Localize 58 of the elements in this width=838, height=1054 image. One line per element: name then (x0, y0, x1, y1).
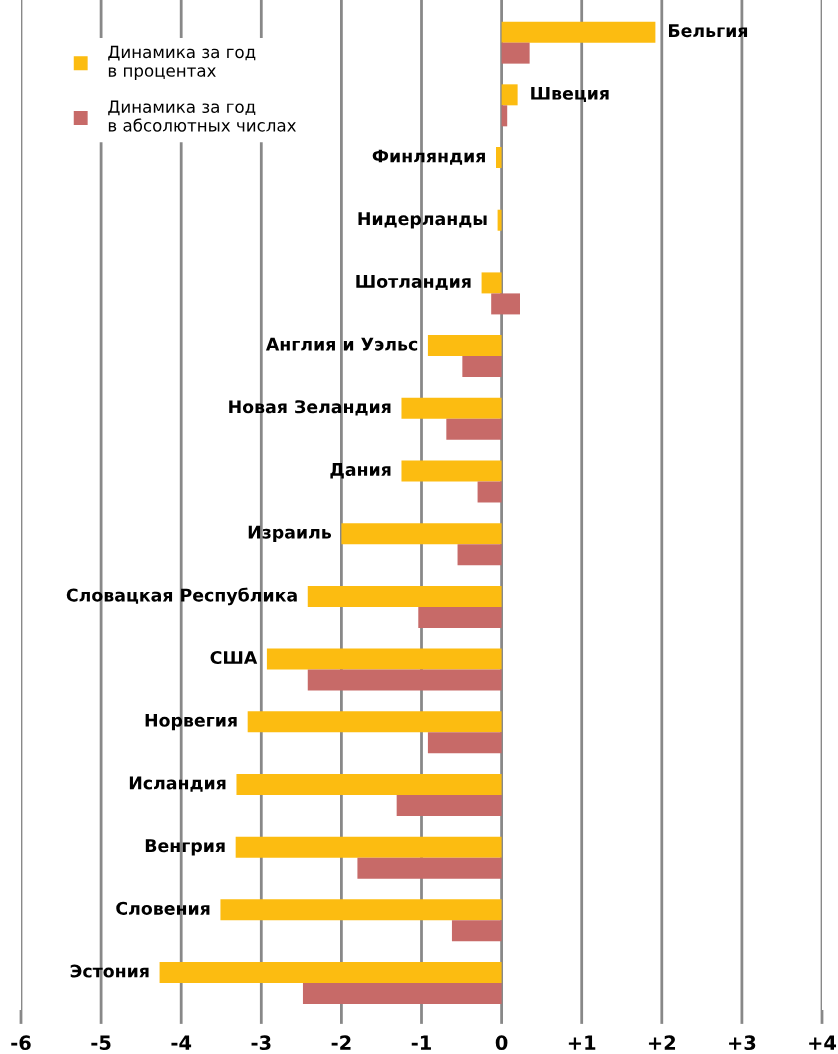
bar (457, 544, 502, 566)
bar (247, 711, 502, 733)
bar (220, 899, 502, 921)
bar (477, 481, 502, 503)
bar (501, 42, 530, 64)
bar (418, 606, 502, 628)
bar (462, 356, 502, 378)
x-tick-label: 0 (495, 1035, 508, 1051)
x-tick-label: -6 (11, 1035, 31, 1051)
bar (396, 794, 502, 816)
legend-label: Динамика за год в процентах (108, 45, 256, 81)
bar (307, 585, 502, 607)
bar (491, 293, 521, 315)
y-tick-label: Венгрия (145, 839, 225, 856)
y-tick-label: Израиль (248, 525, 332, 543)
bar (159, 962, 502, 984)
x-tick-label: -4 (171, 1035, 192, 1050)
y-tick-label: Бельгия (669, 24, 748, 38)
x-tick-label: +3 (729, 1035, 756, 1051)
x-tick-label: +1 (568, 1035, 596, 1050)
x-tick-label: -3 (251, 1035, 271, 1051)
bar (236, 773, 502, 795)
y-tick-label: Норвегия (145, 713, 237, 731)
legend-label: Динамика за год в абсолютных числах (108, 100, 296, 132)
x-tick-label: +4 (809, 1035, 837, 1050)
bar (307, 669, 502, 691)
bar (446, 418, 502, 440)
bar (501, 84, 518, 106)
y-tick-label: Исландия (129, 776, 226, 792)
y-tick-label: США (210, 650, 258, 665)
bar (427, 335, 502, 357)
bar (451, 920, 502, 942)
y-tick-label: Швеция (531, 86, 609, 103)
bar (357, 857, 502, 879)
bar (495, 147, 502, 169)
bar (401, 397, 502, 419)
y-tick-label: Эстония (70, 964, 149, 978)
y-tick-label: Нидерланды (358, 212, 487, 229)
bar (341, 523, 502, 545)
x-tick-label: -2 (331, 1035, 351, 1050)
y-tick-label: Словения (116, 901, 210, 915)
bar (401, 460, 502, 482)
y-tick-label: Англия и Уэльс (265, 337, 418, 351)
x-tick-label: -5 (91, 1035, 111, 1051)
bar (302, 983, 502, 1005)
bar (235, 836, 502, 858)
x-tick-label: -1 (411, 1035, 431, 1050)
y-tick-label: Финляндия (372, 149, 485, 165)
x-tick-label: +2 (648, 1035, 676, 1050)
bar (266, 648, 502, 670)
bar (501, 21, 656, 43)
bar (481, 272, 502, 294)
y-tick-label: Новая Зеландия (229, 400, 391, 416)
bar (497, 209, 502, 231)
y-tick-label: Шотландия (356, 275, 471, 291)
y-tick-label: Словацкая Республика (66, 587, 297, 606)
y-tick-label: Дания (330, 463, 391, 479)
bar (427, 732, 502, 754)
